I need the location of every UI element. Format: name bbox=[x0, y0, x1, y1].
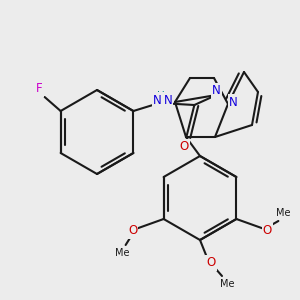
Text: Me: Me bbox=[116, 248, 130, 258]
Text: N: N bbox=[153, 94, 162, 106]
Text: Me: Me bbox=[276, 208, 291, 218]
Text: F: F bbox=[36, 82, 43, 95]
Text: O: O bbox=[263, 224, 272, 238]
Text: O: O bbox=[180, 140, 189, 154]
Text: N: N bbox=[212, 85, 221, 98]
Text: O: O bbox=[206, 256, 216, 269]
Text: Me: Me bbox=[220, 279, 234, 289]
Text: N: N bbox=[229, 95, 237, 109]
Text: O: O bbox=[128, 224, 137, 238]
Text: H: H bbox=[158, 91, 165, 101]
Text: N: N bbox=[164, 94, 172, 106]
